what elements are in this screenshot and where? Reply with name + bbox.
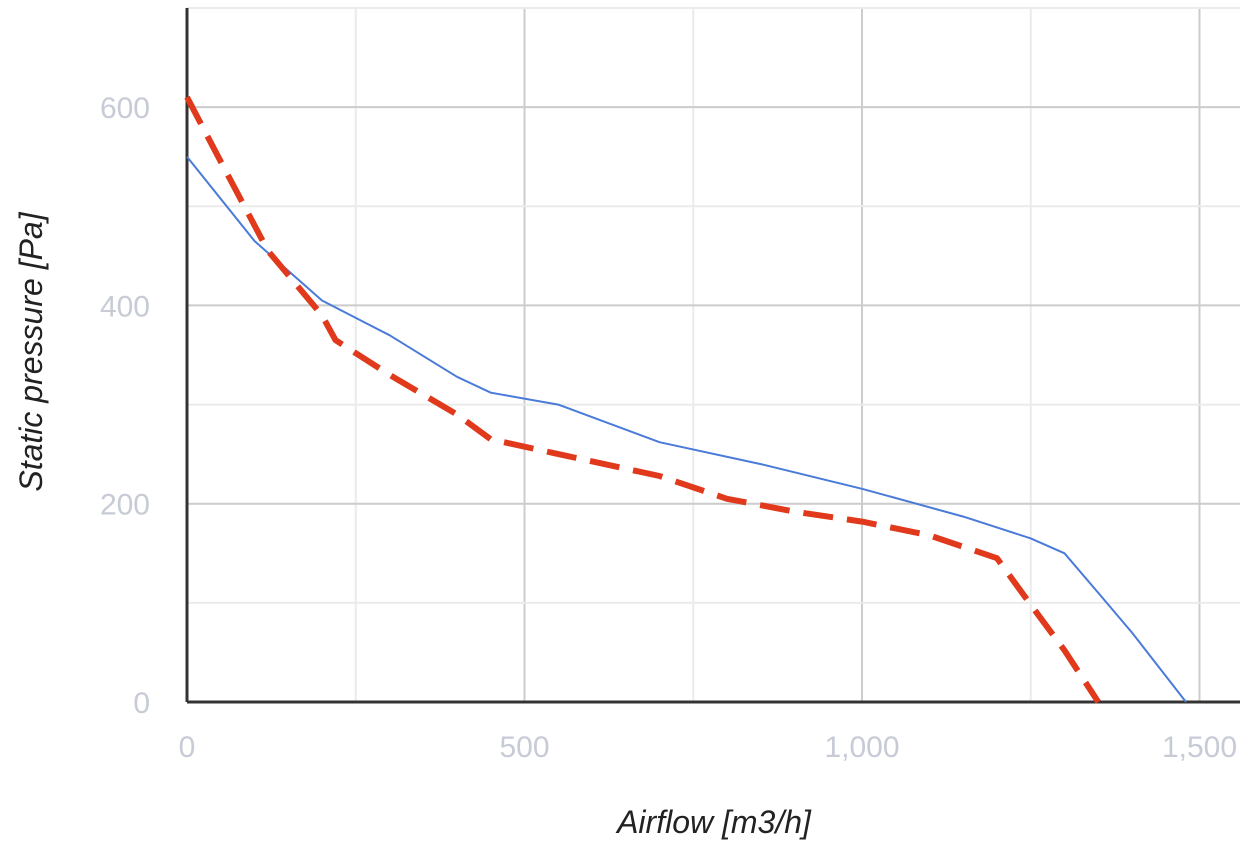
series-group	[184, 95, 1187, 704]
x-axis-title: Airflow [m3/h]	[615, 804, 812, 840]
y-tick-label: 200	[100, 489, 150, 522]
y-tick-label: 0	[133, 687, 150, 720]
grid	[187, 7, 1240, 702]
x-tick-label: 500	[499, 731, 549, 764]
x-tick-label: 1,500	[1162, 731, 1237, 764]
series-line-1	[186, 156, 1187, 703]
axes	[185, 8, 1240, 704]
x-tick-label: 1,000	[824, 731, 899, 764]
y-tick-label: 600	[100, 92, 150, 125]
series-line-2	[184, 95, 1101, 704]
y-tick-label: 400	[100, 290, 150, 323]
x-tick-label: 0	[179, 731, 196, 764]
tick-labels: 0 500 1,000 1,500 0 200 400 600	[100, 92, 1237, 764]
y-axis-title: Static pressure [Pa]	[13, 211, 49, 491]
